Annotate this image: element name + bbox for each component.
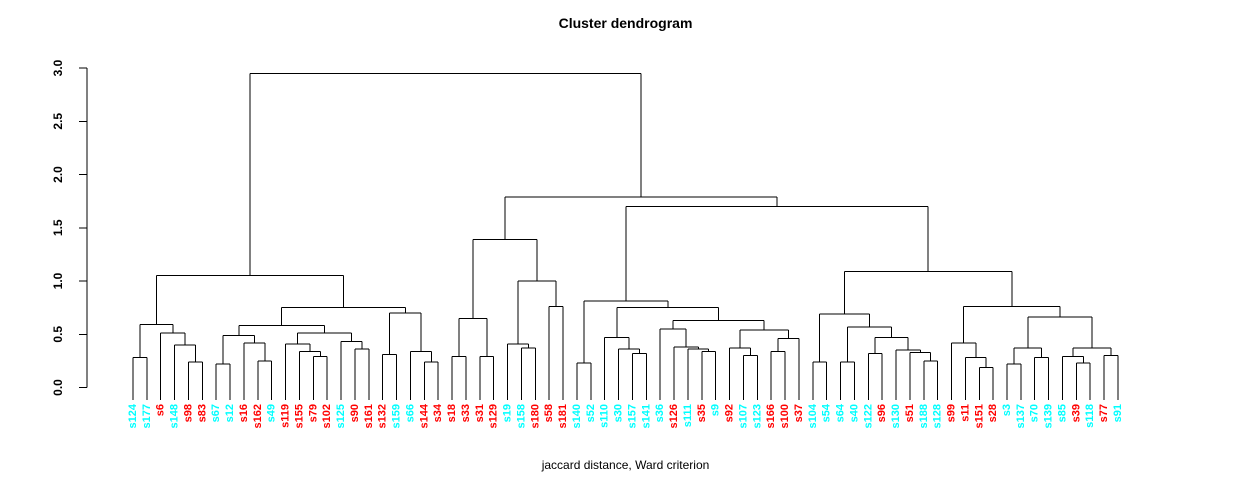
- leaf-label: s107: [737, 404, 749, 428]
- leaf-label: s18: [446, 404, 458, 422]
- leaf-label: s157: [626, 404, 638, 428]
- leaf-label: s158: [515, 404, 527, 428]
- leaf-label: s181: [557, 404, 569, 428]
- x-axis-label: jaccard distance, Ward criterion: [541, 458, 710, 472]
- leaf-label: s85: [1056, 404, 1068, 422]
- y-tick-label: 3.0: [51, 59, 65, 76]
- leaf-label: s122: [862, 404, 874, 428]
- leaf-label: s111: [682, 404, 694, 427]
- leaf-label: s54: [821, 403, 833, 422]
- leaf-label: s34: [432, 403, 444, 422]
- leaf-label: s144: [418, 403, 430, 428]
- leaf-label: s31: [474, 404, 486, 422]
- dendrogram-lines: [132, 72, 1119, 400]
- leaf-label: s92: [724, 404, 736, 422]
- leaf-label: s49: [266, 404, 278, 422]
- leaf-label: s40: [848, 404, 860, 422]
- y-tick-label: 2.5: [51, 113, 65, 130]
- leaf-label: s188: [918, 404, 930, 428]
- leaf-label: s110: [599, 404, 611, 428]
- y-tick-label: 2.0: [51, 166, 65, 183]
- leaf-label: s67: [210, 404, 222, 422]
- leaf-label: s64: [835, 403, 847, 422]
- y-tick-label: 0.0: [51, 379, 65, 396]
- chart-title: Cluster dendrogram: [558, 15, 693, 31]
- leaf-label: s12: [224, 404, 236, 422]
- leaf-label: s162: [252, 404, 264, 428]
- leaf-label: s33: [460, 404, 472, 422]
- leaf-label: s119: [280, 404, 292, 428]
- leaf-label: s151: [973, 404, 985, 428]
- leaf-label: s132: [377, 404, 389, 428]
- leaf-label: s30: [613, 404, 625, 422]
- leaf-label: s83: [196, 404, 208, 422]
- leaf-label: s128: [932, 404, 944, 428]
- y-tick-label: 1.0: [51, 272, 65, 289]
- leaf-label: s11: [959, 404, 971, 422]
- leaf-label: s159: [391, 404, 403, 428]
- leaf-label: s140: [571, 404, 583, 428]
- leaf-label: s37: [793, 404, 805, 422]
- leaf-label: s177: [141, 404, 153, 428]
- leaf-label: s137: [1015, 404, 1027, 428]
- leaf-label: s35: [696, 404, 708, 422]
- leaf-label: s124: [127, 403, 139, 428]
- leaf-label: s125: [335, 404, 347, 428]
- leaf-label: s155: [293, 404, 305, 428]
- leaf-labels: s124 s177 s6 s148 s98 s83 s67 s12 s16 s162 s49 s119…: [127, 403, 1124, 428]
- leaf-label: s102: [321, 404, 333, 428]
- leaf-label: s90: [349, 404, 361, 422]
- leaf-label: s19: [502, 404, 514, 422]
- leaf-label: s118: [1084, 404, 1096, 428]
- leaf-label: s6: [155, 404, 167, 416]
- leaf-label: s100: [779, 404, 791, 428]
- y-tick-label: 1.5: [51, 219, 65, 236]
- leaf-label: s58: [543, 404, 555, 422]
- leaf-label: s36: [654, 404, 666, 422]
- leaf-label: s52: [585, 404, 597, 422]
- leaf-label: s51: [904, 404, 916, 422]
- leaf-label: s123: [751, 404, 763, 428]
- leaf-label: s104: [807, 403, 819, 428]
- leaf-label: s28: [987, 404, 999, 422]
- y-axis: 0.0 0.5 1.0 1.5 2.0 2.5 3.0: [51, 59, 88, 396]
- leaf-label: s166: [765, 404, 777, 428]
- leaf-label: s91: [1112, 404, 1124, 422]
- leaf-label: s70: [1029, 404, 1041, 422]
- leaf-label: s66: [404, 404, 416, 422]
- leaf-label: s161: [363, 404, 375, 428]
- y-tick-label: 0.5: [51, 326, 65, 343]
- leaf-label: s79: [307, 404, 319, 422]
- leaf-label: s77: [1098, 404, 1110, 422]
- leaf-label: s96: [876, 404, 888, 422]
- leaf-label: s141: [640, 404, 652, 428]
- leaf-label: s9: [710, 404, 722, 416]
- leaf-label: s139: [1043, 404, 1055, 428]
- leaf-label: s3: [1001, 404, 1013, 416]
- leaf-label: s98: [182, 404, 194, 422]
- leaf-label: s180: [529, 404, 541, 428]
- leaf-label: s148: [169, 404, 181, 428]
- leaf-label: s99: [946, 404, 958, 422]
- leaf-label: s130: [890, 404, 902, 428]
- leaf-label: s16: [238, 404, 250, 422]
- leaf-label: s129: [488, 404, 500, 428]
- leaf-label: s39: [1070, 404, 1082, 422]
- leaf-label: s126: [668, 404, 680, 428]
